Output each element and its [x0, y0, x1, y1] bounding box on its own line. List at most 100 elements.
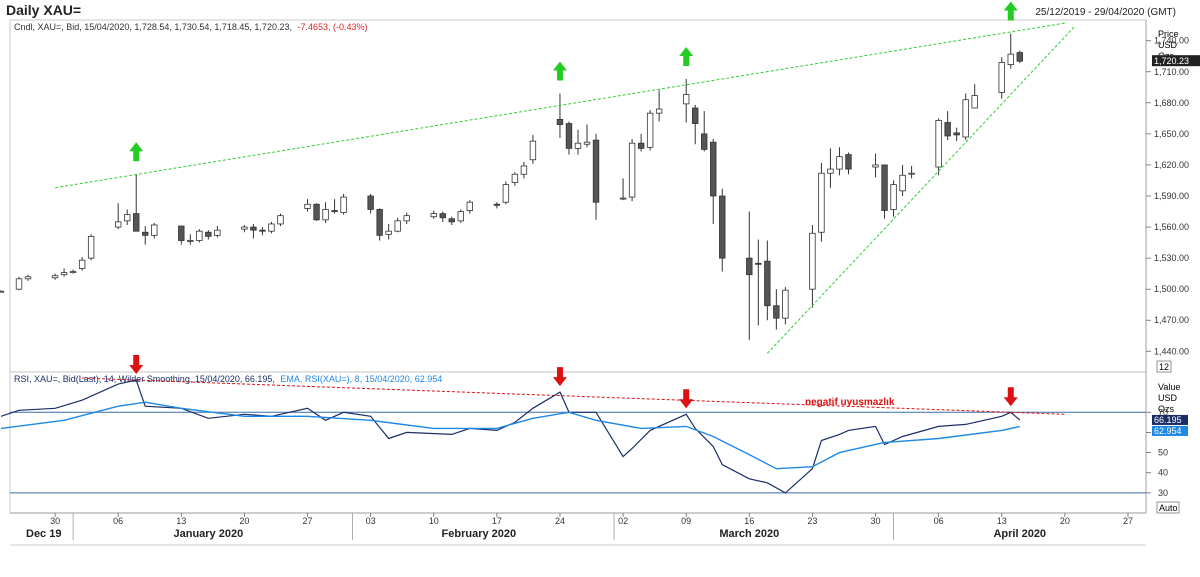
candlestick-series [0, 33, 1023, 340]
corner-badge[interactable]: 12 [1156, 360, 1172, 373]
price-tick-label: 1,680.00 [1154, 98, 1189, 108]
candle-body [457, 211, 464, 222]
candle [628, 139, 636, 202]
down-arrow-icon [552, 367, 567, 387]
up-arrow-icon [552, 61, 567, 81]
candle [430, 210, 437, 219]
candle-body [15, 278, 23, 290]
price-legend: Cndl, XAU=, Bid, 15/04/2020, 1,728.54, 1… [14, 22, 368, 32]
candle-body [394, 220, 401, 232]
candle-body [331, 210, 338, 212]
candle-body [719, 195, 726, 259]
candle [962, 93, 969, 141]
date-range: 25/12/2019 - 29/04/2020 (GMT) [1035, 7, 1176, 18]
candle-body [502, 184, 510, 203]
candle-body [619, 197, 627, 200]
candle-body [214, 229, 221, 236]
candle [51, 273, 59, 280]
candle [376, 208, 383, 241]
candle-body [205, 231, 212, 237]
x-tick-label: 03 [366, 516, 376, 526]
price-tick-label: 1,710.00 [1154, 67, 1189, 77]
price-tick-label: 1,590.00 [1154, 191, 1189, 201]
rsi-axis-label-1: Value [1158, 382, 1180, 392]
price-tick-label: 1,620.00 [1154, 160, 1189, 170]
month-label: January 2020 [173, 528, 243, 540]
down-arrows [129, 355, 1018, 409]
candle [367, 193, 374, 214]
candle-body [466, 201, 474, 211]
candle [872, 153, 879, 178]
candle [322, 202, 329, 223]
candle [205, 230, 212, 240]
candle [331, 199, 338, 214]
candle-body [78, 259, 86, 269]
trendline [766, 26, 1075, 354]
candle-body [340, 196, 347, 213]
month-label: April 2020 [993, 528, 1046, 540]
candle [646, 110, 654, 151]
x-tick-label: 30 [871, 516, 881, 526]
candle-body [277, 215, 284, 225]
candle-body [151, 224, 158, 236]
candle-body [655, 108, 663, 114]
candle [818, 162, 825, 242]
candle [196, 229, 203, 243]
up-arrow-icon [679, 47, 694, 67]
candle [755, 239, 762, 326]
rsi-tick-label: 70 [1158, 407, 1168, 417]
candle [448, 216, 455, 225]
candle-body [529, 140, 537, 161]
candle [773, 289, 780, 330]
candle [268, 221, 275, 234]
candle [457, 209, 464, 223]
candle [637, 133, 645, 152]
candle [385, 223, 392, 240]
candle-body [953, 132, 960, 136]
down-arrow-icon [129, 355, 144, 375]
candle-body [1007, 53, 1014, 65]
auto-scale-label: Auto [1159, 503, 1178, 513]
candle-body [782, 289, 789, 319]
candle-body [836, 156, 843, 170]
candle [340, 193, 347, 215]
candle [971, 84, 978, 109]
ema-value-badge: 62.954 [1152, 425, 1188, 436]
month-label: March 2020 [719, 528, 779, 540]
candle [0, 290, 5, 293]
candle [151, 222, 158, 239]
chart-title: Daily XAU= [6, 2, 82, 18]
candle-body [114, 221, 122, 228]
candle-body [60, 272, 68, 276]
candle-body [809, 232, 816, 290]
candle-body [565, 123, 573, 149]
x-tick-label: 20 [1060, 516, 1070, 526]
candle [556, 93, 564, 139]
candle-body [692, 107, 699, 124]
candle [998, 57, 1005, 99]
price-tick-label: 1,560.00 [1154, 222, 1189, 232]
candle-body [637, 142, 645, 149]
candle [78, 257, 86, 271]
candle [1016, 50, 1023, 64]
price-y-axis: 1,740.00 1,710.00 1,680.00 1,650.00 1,620.00… [1146, 36, 1189, 356]
x-tick-label: 17 [492, 516, 502, 526]
candle [944, 111, 951, 141]
auto-scale-button[interactable]: Auto [1156, 501, 1180, 514]
candle-body [250, 226, 257, 231]
x-tick-label: 27 [1123, 516, 1133, 526]
x-tick-label: 16 [744, 516, 754, 526]
price-axis-label-2: USD [1158, 40, 1178, 50]
candle-body [511, 173, 519, 183]
candle [899, 164, 906, 196]
candle-body [935, 120, 942, 168]
candle [114, 203, 122, 230]
candle [782, 287, 789, 325]
candle [493, 202, 501, 209]
candle-body [574, 142, 582, 149]
candle-body [376, 209, 383, 236]
rsi-value-badge: 66.195 [1152, 414, 1188, 425]
candle-body [710, 141, 717, 197]
candle [845, 152, 852, 175]
